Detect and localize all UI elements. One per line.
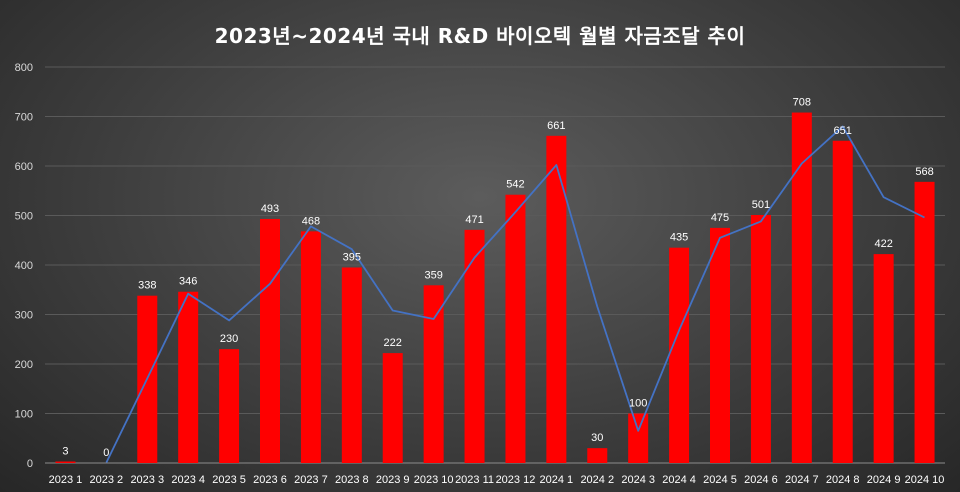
x-tick-label: 2024 10 <box>905 474 945 486</box>
bar <box>750 215 771 463</box>
bar <box>300 231 321 463</box>
y-tick-label: 800 <box>15 62 33 74</box>
data-label: 493 <box>261 203 279 215</box>
y-tick-label: 400 <box>15 260 33 272</box>
data-label: 435 <box>670 232 688 244</box>
x-tick-label: 2023 2 <box>90 474 124 486</box>
data-label: 651 <box>834 125 852 137</box>
data-label: 100 <box>629 398 647 410</box>
x-tick-label: 2024 5 <box>703 474 737 486</box>
x-tick-label: 2023 6 <box>253 474 287 486</box>
bar <box>505 194 526 463</box>
y-tick-label: 200 <box>15 359 33 371</box>
x-tick-label: 2023 7 <box>294 474 328 486</box>
data-label: 359 <box>424 269 442 281</box>
x-tick-label: 2024 6 <box>744 474 778 486</box>
y-tick-label: 700 <box>15 112 33 124</box>
bar <box>628 413 649 463</box>
data-label: 346 <box>179 276 197 288</box>
data-label: 471 <box>465 214 483 226</box>
x-tick-label: 2023 3 <box>130 474 164 486</box>
x-tick-label: 2024 7 <box>785 474 819 486</box>
bar <box>832 140 853 463</box>
data-label: 661 <box>547 120 565 132</box>
data-label: 708 <box>793 97 811 109</box>
x-tick-label: 2023 9 <box>376 474 410 486</box>
data-label: 30 <box>591 432 603 444</box>
x-tick-label: 2024 4 <box>662 474 696 486</box>
x-tick-label: 2023 4 <box>171 474 205 486</box>
data-label: 222 <box>384 337 402 349</box>
bar <box>914 181 935 463</box>
data-label: 230 <box>220 333 238 345</box>
x-tick-label: 2023 8 <box>335 474 369 486</box>
trend-line <box>105 125 925 463</box>
x-tick-label: 2023 11 <box>455 474 494 486</box>
x-tick-label: 2023 1 <box>49 474 83 486</box>
bar <box>260 218 280 463</box>
x-tick-label: 2024 2 <box>580 474 614 486</box>
data-label: 468 <box>302 215 320 227</box>
data-label: 395 <box>343 251 361 263</box>
bar <box>546 135 567 463</box>
data-label: 338 <box>138 280 156 292</box>
x-tick-label: 2024 1 <box>540 474 574 486</box>
y-tick-label: 0 <box>27 458 33 470</box>
data-label: 542 <box>506 179 524 191</box>
bar <box>178 291 199 463</box>
x-tick-label: 2024 8 <box>826 474 860 486</box>
x-tick-label: 2024 9 <box>867 474 901 486</box>
bar <box>791 112 812 463</box>
bar <box>873 254 894 463</box>
chart-title: 2023년~2024년 국내 R&D 바이오텍 월별 자금조달 추이 <box>214 24 746 48</box>
bar <box>710 227 730 463</box>
data-label: 568 <box>915 166 933 178</box>
bar <box>464 229 485 463</box>
data-label: 475 <box>711 212 729 224</box>
y-tick-label: 300 <box>15 310 33 322</box>
x-tick-label: 2023 12 <box>496 474 536 486</box>
bar <box>382 353 403 463</box>
y-tick-label: 100 <box>15 409 33 421</box>
bar <box>55 461 76 463</box>
bar <box>341 267 362 463</box>
bar <box>219 349 240 463</box>
x-tick-label: 2023 5 <box>212 474 246 486</box>
bar <box>423 285 444 463</box>
x-tick-label: 2024 3 <box>621 474 655 486</box>
data-label: 422 <box>874 238 892 250</box>
data-label: 0 <box>103 447 109 459</box>
bar <box>669 247 690 463</box>
y-tick-label: 500 <box>15 211 33 223</box>
data-label: 3 <box>62 446 68 458</box>
y-tick-label: 600 <box>15 161 33 173</box>
x-tick-label: 2023 10 <box>414 474 454 486</box>
bar <box>587 448 608 463</box>
data-label: 501 <box>752 199 770 211</box>
